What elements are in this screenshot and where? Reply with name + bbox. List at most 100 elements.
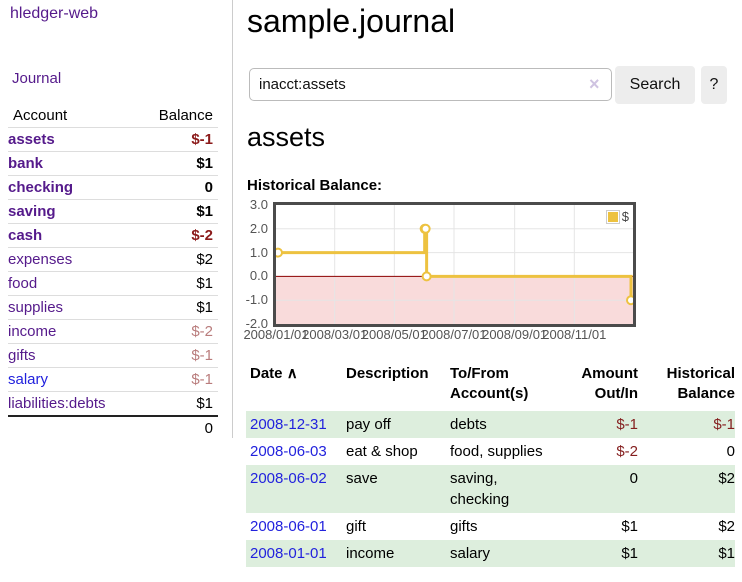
page-title: sample.journal	[247, 3, 456, 39]
search-input[interactable]	[249, 68, 612, 101]
transaction-balance: $2	[718, 470, 735, 487]
register-row: 2008-06-01 gift gifts $1 $2	[246, 513, 735, 540]
clear-search-icon[interactable]: ×	[589, 74, 600, 94]
account-row-salary: salary $-1	[8, 367, 218, 392]
sort-ascending-icon: ∧	[286, 365, 298, 382]
transaction-date-link[interactable]: 2008-06-02	[250, 470, 327, 487]
legend-swatch-icon	[605, 209, 620, 224]
account-row-income: income $-2	[8, 319, 218, 344]
account-link-gifts[interactable]: gifts	[8, 347, 36, 364]
register-row: 2008-01-01 income salary $1 $1	[246, 540, 735, 567]
sidebar-item-journal[interactable]: Journal	[12, 70, 62, 87]
transaction-description: eat & shop	[346, 443, 418, 460]
register-table: Date ∧ Description To/From Account(s) Am…	[246, 361, 735, 567]
account-balance: $1	[196, 299, 213, 316]
sidebar: hledger-web Journal Account Balance asse…	[0, 0, 233, 438]
register-row: 2008-06-03 eat & shop food, supplies $-2…	[246, 438, 735, 465]
x-axis-tick-label: 2008/07/01	[421, 327, 487, 342]
account-balance: $1	[196, 203, 213, 220]
chart-title-label: Historical Balance:	[247, 177, 383, 194]
account-balance: $-1	[191, 371, 213, 388]
account-row-assets: assets $-1	[8, 127, 218, 152]
x-axis-tick-label: 2008/05/01	[361, 327, 427, 342]
account-balance: 0	[204, 179, 213, 196]
transaction-amount: $-1	[616, 416, 638, 433]
search-button[interactable]: Search	[615, 66, 695, 104]
account-link-saving[interactable]: saving	[8, 203, 56, 220]
x-axis-tick-label: 2008/09/01	[482, 327, 548, 342]
account-row-saving: saving $1	[8, 199, 218, 224]
account-link-supplies[interactable]: supplies	[8, 299, 64, 316]
accounts-header-row: Account Balance	[8, 104, 218, 128]
transaction-date-link[interactable]: 2008-06-03	[250, 443, 327, 460]
x-axis-tick-label: 2008/03/01	[302, 327, 368, 342]
accounts-col-account: Account	[13, 107, 68, 124]
account-link-cash[interactable]: cash	[8, 227, 43, 244]
y-axis-tick-label: 1.0	[249, 244, 268, 260]
transaction-balance: $-1	[713, 416, 735, 433]
transaction-date-link[interactable]: 2008-01-01	[250, 545, 327, 562]
account-link-food[interactable]: food	[8, 275, 38, 292]
account-link-income[interactable]: income	[8, 323, 57, 340]
register-col-accounts: To/From Account(s)	[450, 365, 529, 402]
transaction-amount: 0	[629, 470, 638, 487]
transaction-balance: $1	[718, 545, 735, 562]
account-row-supplies: supplies $1	[8, 295, 218, 320]
transaction-date-link[interactable]: 2008-12-31	[250, 416, 327, 433]
y-axis-tick-label: 3.0	[249, 197, 268, 212]
account-balance: $1	[196, 275, 213, 292]
account-balance: $-2	[191, 227, 213, 244]
x-axis-tick-label: 2008/01/01	[243, 327, 309, 342]
transaction-balance: 0	[726, 443, 735, 460]
account-balance: $-2	[191, 323, 213, 340]
transaction-description: gift	[346, 518, 367, 535]
y-axis-tick-label: -2.0	[245, 316, 268, 331]
transaction-accounts: gifts	[450, 518, 478, 535]
account-link-bank[interactable]: bank	[8, 155, 44, 172]
account-row-liabilities-debts: liabilities:debts $1	[8, 391, 218, 417]
register-col-description: Description	[346, 365, 429, 382]
accounts-col-balance: Balance	[158, 107, 213, 124]
account-link-salary[interactable]: salary	[8, 371, 49, 388]
chart-legend: $	[605, 209, 629, 224]
account-row-checking: checking 0	[8, 175, 218, 200]
accounts-table: Account Balance assets $-1 bank $1 check…	[8, 104, 218, 440]
account-row-food: food $1	[8, 271, 218, 296]
transaction-description: income	[346, 545, 395, 562]
transaction-accounts: debts	[450, 416, 487, 433]
x-axis-tick-label: 2008/11/01	[542, 327, 607, 342]
account-link-expenses[interactable]: expenses	[8, 251, 73, 268]
register-col-date[interactable]: Date ∧	[250, 365, 298, 382]
transaction-accounts: salary	[450, 545, 491, 562]
account-link-assets[interactable]: assets	[8, 131, 55, 148]
account-balance: $1	[196, 395, 213, 412]
register-col-balance: Historical Balance	[666, 365, 735, 402]
account-page-title: assets	[247, 122, 326, 152]
account-balance: $-1	[191, 347, 213, 364]
chart-canvas	[276, 205, 633, 324]
transaction-amount: $1	[621, 518, 638, 535]
register-row: 2008-06-02 save saving, checking 0 $2	[246, 465, 735, 513]
transaction-accounts: saving, checking	[450, 470, 510, 508]
app-title-link[interactable]: hledger-web	[10, 5, 99, 22]
account-balance: $1	[196, 155, 213, 172]
y-axis-tick-label: 2.0	[249, 220, 268, 236]
account-balance: $-1	[191, 131, 213, 148]
y-axis-tick-label: 0.0	[249, 268, 268, 284]
transaction-date-link[interactable]: 2008-06-01	[250, 518, 327, 535]
transaction-description: save	[346, 470, 378, 487]
account-link-checking[interactable]: checking	[8, 179, 74, 196]
account-row-expenses: expenses $2	[8, 247, 218, 272]
transaction-description: pay off	[346, 416, 391, 433]
register-col-amount: Amount Out/In	[581, 365, 638, 402]
legend-label: $	[621, 209, 629, 224]
transaction-amount: $1	[621, 545, 638, 562]
transaction-accounts: food, supplies	[450, 443, 543, 460]
historical-balance-chart: $	[273, 202, 636, 327]
help-button[interactable]: ?	[701, 66, 727, 104]
transaction-amount: $-2	[616, 443, 638, 460]
register-row: 2008-12-31 pay off debts $-1 $-1	[246, 411, 735, 438]
account-row-cash: cash $-2	[8, 223, 218, 248]
account-link-liabilities-debts[interactable]: liabilities:debts	[8, 395, 106, 412]
account-row-bank: bank $1	[8, 151, 218, 176]
